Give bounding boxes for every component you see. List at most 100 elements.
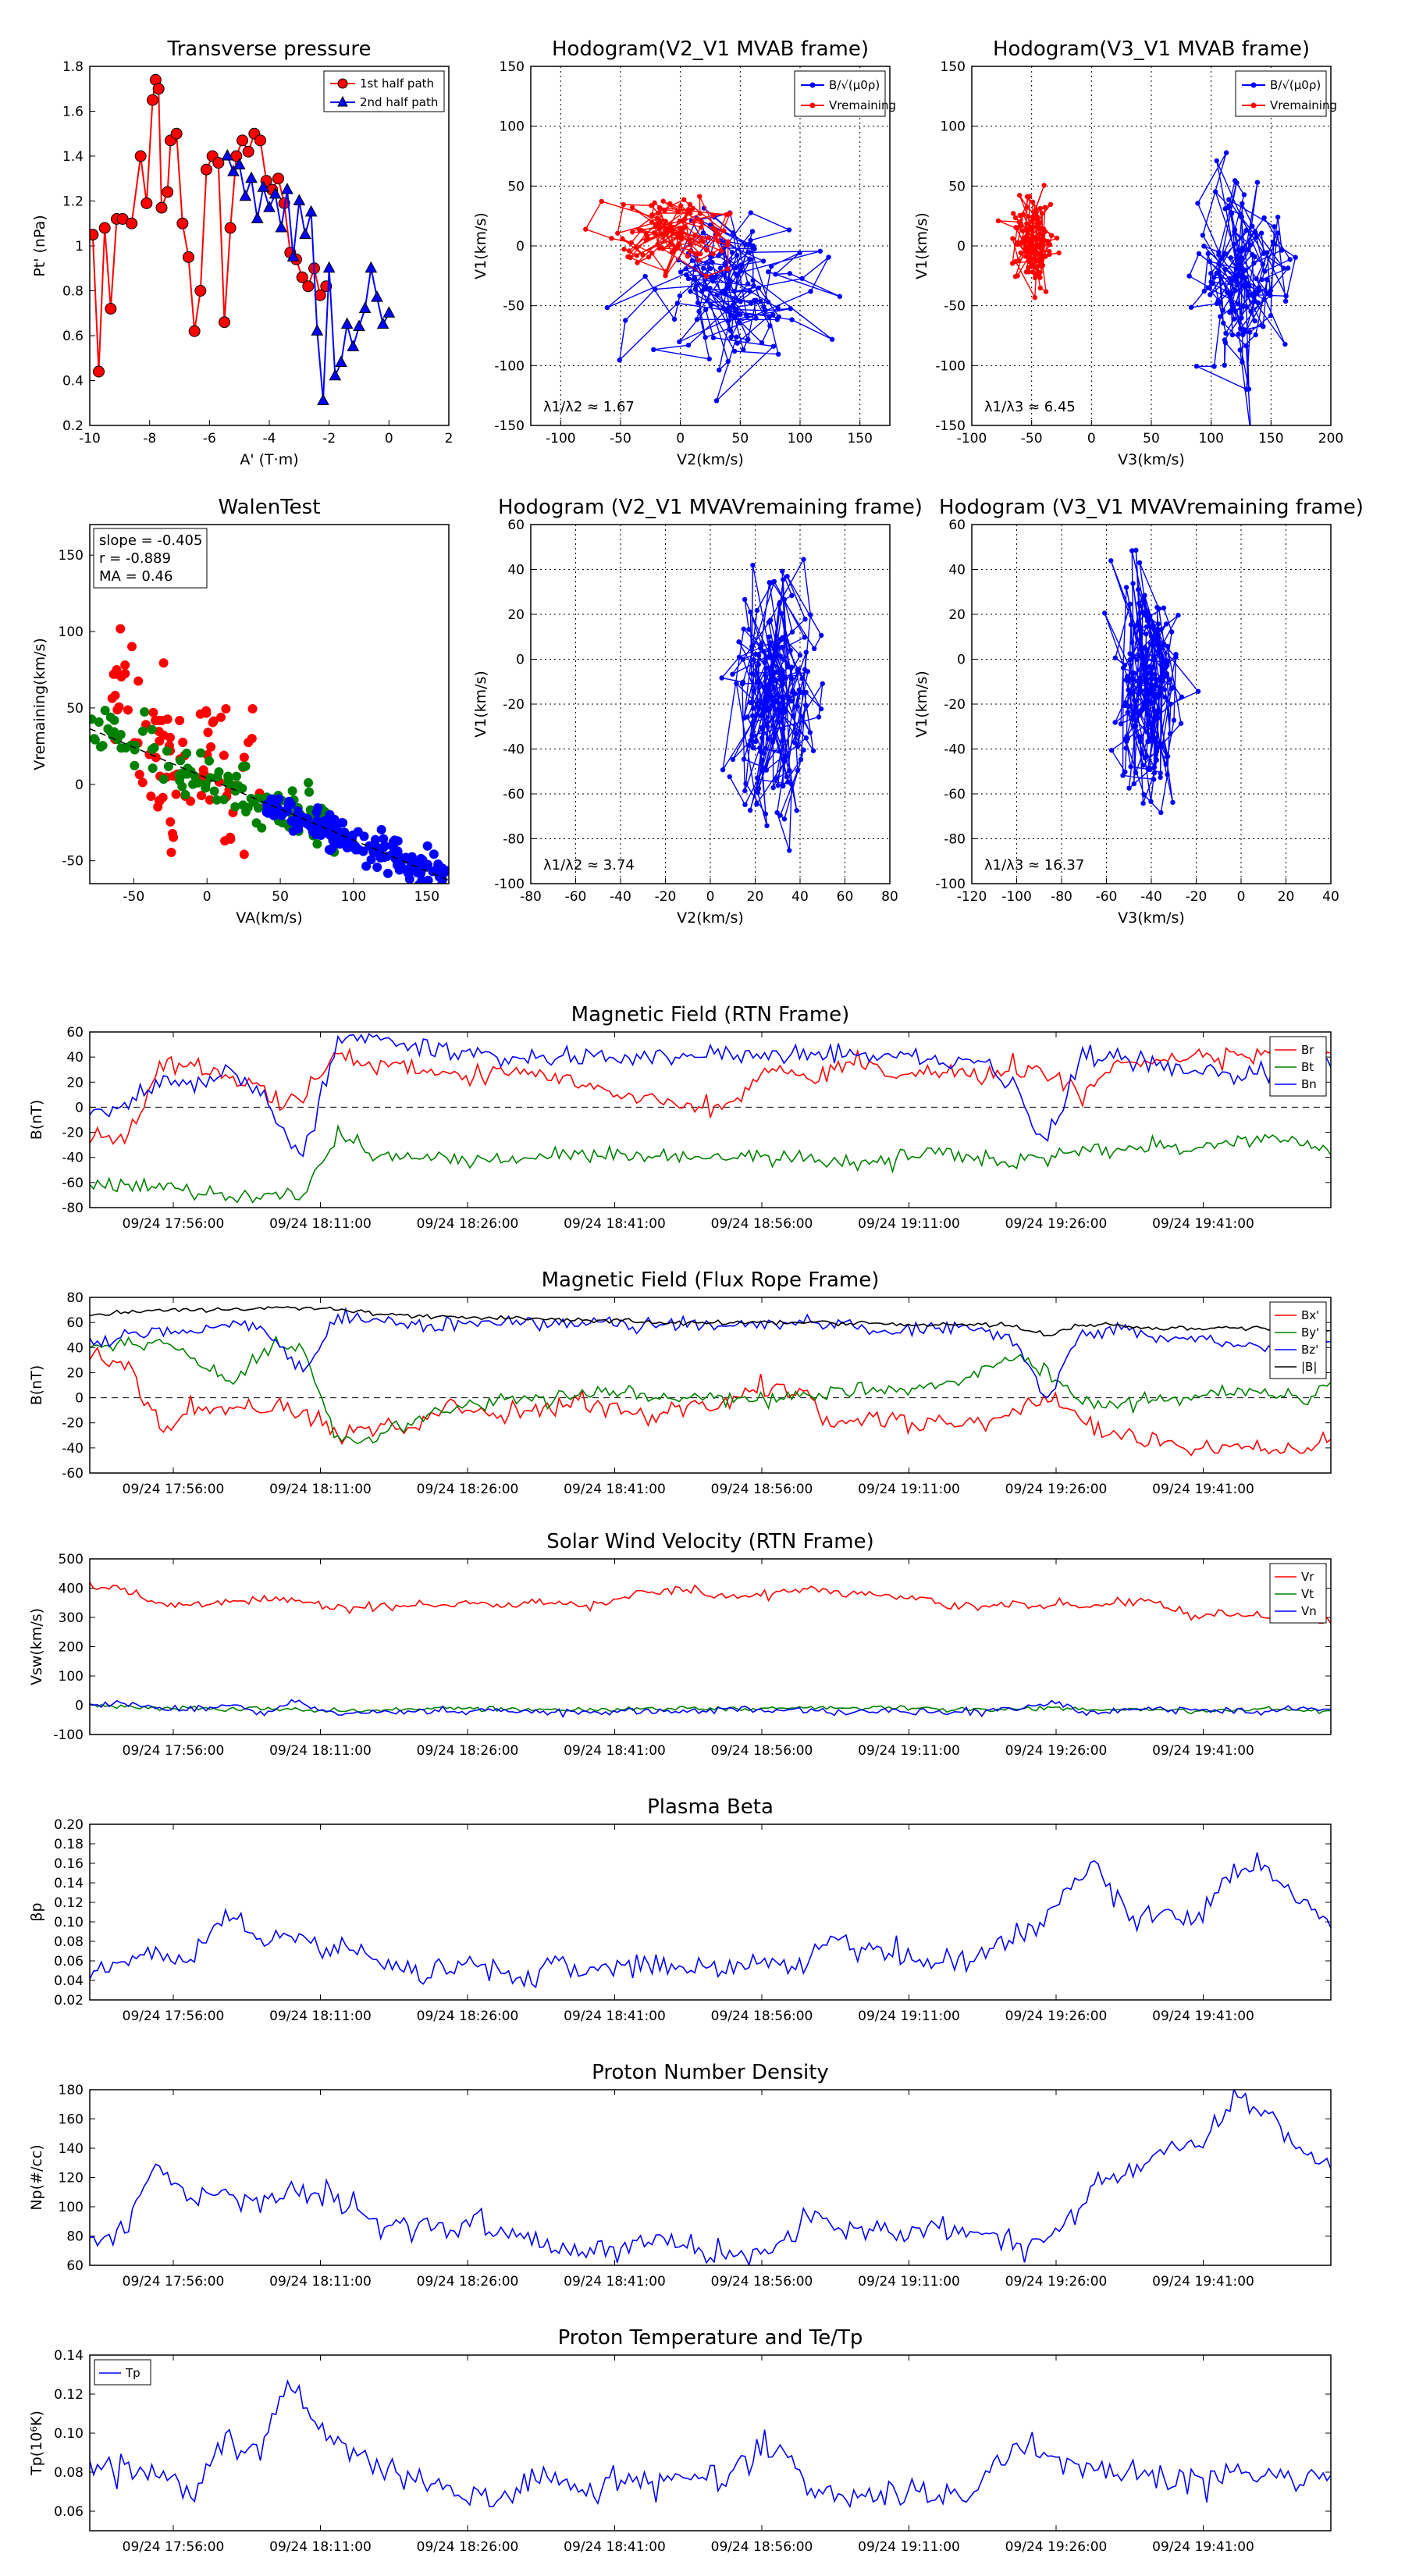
y-tick-label: 0.04 bbox=[54, 1973, 84, 1989]
y-axis-label: V1(km/s) bbox=[472, 212, 489, 279]
data-point bbox=[201, 783, 211, 793]
x-tick-label: 09/24 18:11:00 bbox=[269, 1743, 372, 1759]
data-point bbox=[720, 305, 727, 311]
y-tick-label: 400 bbox=[59, 1582, 84, 1597]
data-point bbox=[238, 800, 248, 810]
data-point bbox=[1123, 738, 1129, 745]
data-point bbox=[645, 237, 651, 242]
data-point bbox=[1240, 328, 1246, 333]
chart-title: Hodogram (V3_V1 MVAVremaining frame) bbox=[939, 496, 1364, 519]
data-point bbox=[1035, 215, 1040, 220]
y-axis-label: V1(km/s) bbox=[472, 671, 489, 738]
x-tick-label: 09/24 19:41:00 bbox=[1152, 2539, 1254, 2555]
data-point bbox=[1023, 234, 1029, 240]
data-point bbox=[237, 783, 247, 793]
data-point bbox=[710, 259, 715, 265]
data-point bbox=[158, 774, 169, 785]
data-point bbox=[178, 738, 188, 748]
plot-area bbox=[90, 2379, 1331, 2509]
data-point bbox=[808, 612, 813, 617]
data-point bbox=[1210, 281, 1215, 286]
chart-title: Transverse pressure bbox=[167, 37, 372, 61]
data-point bbox=[1243, 227, 1249, 233]
data-point bbox=[158, 730, 169, 740]
data-point bbox=[742, 242, 749, 247]
data-point bbox=[727, 328, 734, 333]
series-line-beta bbox=[90, 1852, 1331, 1989]
legend-marker bbox=[337, 78, 348, 89]
data-point bbox=[376, 824, 386, 834]
x-tick-label: 09/24 18:41:00 bbox=[564, 2008, 666, 2024]
plot-frame bbox=[89, 2354, 1332, 2532]
legend-label: 1st half path bbox=[360, 76, 434, 91]
data-point bbox=[109, 715, 119, 725]
data-point bbox=[1042, 205, 1048, 210]
data-point bbox=[353, 319, 365, 331]
data-point bbox=[1268, 293, 1273, 298]
data-point bbox=[112, 735, 123, 745]
y-tick-label: -20 bbox=[62, 1416, 84, 1432]
data-point bbox=[1140, 751, 1145, 757]
x-tick-label: 09/24 19:26:00 bbox=[1005, 1216, 1108, 1232]
data-point bbox=[620, 236, 625, 241]
data-point bbox=[221, 148, 234, 161]
data-point bbox=[1127, 651, 1133, 656]
data-point bbox=[251, 212, 264, 223]
chart-title: Magnetic Field (RTN Frame) bbox=[571, 1003, 850, 1026]
data-point bbox=[1018, 250, 1023, 256]
data-point bbox=[1275, 214, 1281, 220]
x-tick-label: 09/24 19:26:00 bbox=[1005, 2539, 1108, 2555]
data-point bbox=[708, 222, 713, 228]
data-point bbox=[361, 861, 372, 871]
x-tick-label: 09/24 19:11:00 bbox=[858, 1743, 960, 1759]
data-point bbox=[244, 738, 254, 748]
x-tick-label: 09/24 19:11:00 bbox=[858, 2008, 960, 2024]
data-point bbox=[1173, 654, 1179, 660]
data-point bbox=[1037, 269, 1043, 275]
data-point bbox=[748, 257, 753, 262]
data-point bbox=[147, 724, 157, 735]
chart-title: WalenTest bbox=[219, 496, 321, 519]
y-tick-label: -60 bbox=[62, 1176, 84, 1191]
data-point bbox=[1112, 655, 1119, 660]
data-point bbox=[1222, 362, 1227, 368]
data-point bbox=[1120, 773, 1126, 778]
legend-label: Tp bbox=[125, 2366, 140, 2380]
y-tick-label: -60 bbox=[944, 787, 966, 802]
data-point bbox=[609, 236, 614, 241]
data-point bbox=[715, 238, 721, 244]
data-point bbox=[1158, 743, 1163, 749]
data-point bbox=[1043, 289, 1049, 294]
data-point bbox=[1161, 687, 1168, 692]
data-point bbox=[108, 669, 119, 679]
data-point bbox=[1020, 212, 1026, 217]
data-point bbox=[336, 818, 347, 828]
data-point bbox=[1283, 294, 1289, 299]
data-point bbox=[233, 158, 246, 169]
data-point bbox=[219, 750, 229, 760]
data-point bbox=[635, 260, 640, 265]
data-point bbox=[749, 644, 755, 649]
data-point bbox=[1029, 224, 1034, 230]
data-point bbox=[1118, 720, 1124, 727]
series-line-tp bbox=[90, 2379, 1331, 2509]
data-point bbox=[792, 691, 798, 696]
data-point bbox=[281, 183, 293, 194]
data-point bbox=[683, 225, 688, 230]
data-point bbox=[157, 716, 167, 726]
data-point bbox=[795, 666, 802, 672]
data-point bbox=[777, 749, 783, 754]
data-point bbox=[1158, 774, 1163, 781]
x-tick-label: 40 bbox=[791, 889, 809, 905]
x-tick-label: 0 bbox=[676, 431, 685, 447]
y-tick-label: 0.14 bbox=[54, 1876, 84, 1891]
data-point bbox=[1128, 703, 1133, 709]
data-point bbox=[1033, 209, 1038, 215]
x-tick-label: -100 bbox=[546, 431, 576, 447]
data-point bbox=[759, 735, 765, 741]
data-point bbox=[802, 635, 808, 640]
data-point bbox=[1236, 301, 1241, 307]
data-point bbox=[1023, 269, 1030, 275]
data-point bbox=[177, 781, 187, 792]
data-point bbox=[699, 238, 705, 244]
